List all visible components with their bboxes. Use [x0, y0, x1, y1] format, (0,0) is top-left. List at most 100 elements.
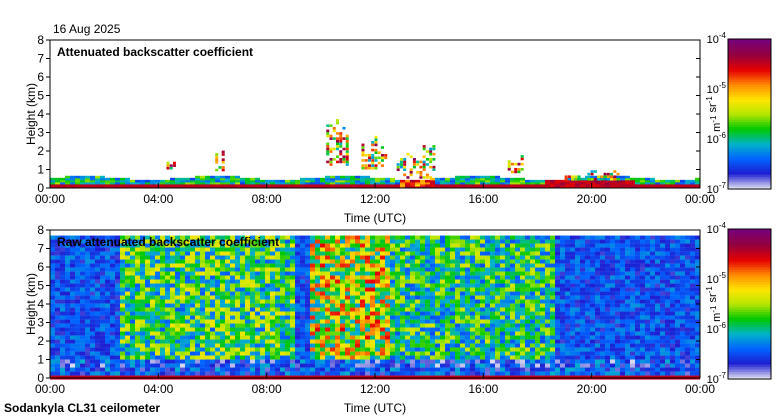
heatmap-cell	[140, 311, 145, 316]
heatmap-cell	[110, 287, 115, 292]
heatmap-cell	[160, 355, 165, 360]
heatmap-cell	[220, 263, 225, 268]
heatmap-cell	[350, 319, 355, 324]
heatmap-cell	[422, 168, 426, 171]
heatmap-cell	[255, 259, 260, 264]
heatmap-cell	[650, 179, 655, 183]
heatmap-cell	[325, 331, 330, 336]
heatmap-cell	[295, 247, 300, 252]
heatmap-cell	[395, 299, 400, 304]
heatmap-cell	[315, 347, 320, 352]
heatmap-cell	[190, 327, 195, 332]
colorbar-swatch	[728, 49, 771, 53]
heatmap-cell	[265, 371, 270, 376]
heatmap-cell	[455, 331, 460, 336]
heatmap-cell	[435, 343, 440, 348]
heatmap-cell	[125, 243, 130, 248]
heatmap-cell	[475, 283, 480, 288]
heatmap-cell	[380, 259, 385, 264]
heatmap-cell	[380, 319, 385, 324]
heatmap-cell	[210, 183, 215, 187]
heatmap-cell	[95, 177, 100, 181]
heatmap-cell	[80, 339, 85, 344]
heatmap-cell	[170, 179, 175, 183]
heatmap-cell	[340, 347, 345, 352]
heatmap-cell	[60, 371, 65, 376]
heatmap-cell	[520, 355, 525, 360]
heatmap-cell	[105, 331, 110, 336]
heatmap-cell	[230, 283, 235, 288]
heatmap-cell	[140, 307, 145, 312]
heatmap-cell	[325, 177, 330, 181]
heatmap-cell	[115, 235, 120, 240]
heatmap-cell	[160, 363, 165, 368]
heatmap-cell	[445, 343, 450, 348]
heatmap-cell	[361, 151, 365, 154]
heatmap-cell	[595, 319, 600, 324]
heatmap-cell	[355, 185, 360, 189]
heatmap-cell	[335, 315, 340, 320]
heatmap-cell	[215, 303, 220, 308]
heatmap-cell	[115, 287, 120, 292]
heatmap-cell	[570, 183, 575, 187]
heatmap-cell	[330, 307, 335, 312]
heatmap-cell	[440, 363, 445, 368]
heatmap-cell	[170, 295, 175, 300]
heatmap-cell	[180, 355, 185, 360]
heatmap-cell	[190, 303, 195, 308]
heatmap-cell	[185, 355, 190, 360]
heatmap-cell	[75, 307, 80, 312]
heatmap-cell	[340, 263, 345, 268]
heatmap-cell	[430, 331, 435, 336]
heatmap-cell	[545, 307, 550, 312]
heatmap-cell	[565, 183, 570, 187]
heatmap-cell	[250, 319, 255, 324]
heatmap-cell	[185, 315, 190, 320]
heatmap-cell	[329, 134, 333, 138]
heatmap-cell	[465, 323, 470, 328]
heatmap-cell	[90, 315, 95, 320]
heatmap-cell	[450, 177, 455, 181]
heatmap-cell	[310, 343, 315, 348]
heatmap-cell	[410, 367, 415, 372]
heatmap-cell	[350, 287, 355, 292]
heatmap-cell	[555, 185, 560, 189]
heatmap-cell	[315, 243, 320, 248]
heatmap-cell	[310, 263, 315, 268]
heatmap-cell	[470, 235, 475, 240]
heatmap-cell	[210, 371, 215, 376]
heatmap-cell	[50, 343, 55, 348]
heatmap-cell	[340, 327, 345, 332]
heatmap-cell	[364, 164, 368, 167]
heatmap-cell	[280, 291, 285, 296]
heatmap-cell	[285, 355, 290, 360]
heatmap-cell	[200, 243, 205, 248]
heatmap-cell	[90, 351, 95, 356]
heatmap-cell	[205, 347, 210, 352]
heatmap-cell	[85, 259, 90, 264]
heatmap-cell	[65, 363, 70, 368]
heatmap-cell	[175, 255, 180, 260]
heatmap-cell	[105, 185, 110, 189]
heatmap-cell	[365, 247, 370, 252]
heatmap-cell	[430, 303, 435, 308]
heatmap-cell	[640, 183, 645, 187]
heatmap-cell	[545, 343, 550, 348]
heatmap-cell	[374, 141, 378, 144]
heatmap-cell	[520, 279, 525, 284]
heatmap-cell	[570, 179, 575, 183]
heatmap-cell	[560, 355, 565, 360]
heatmap-cell	[395, 367, 400, 372]
heatmap-cell	[585, 319, 590, 324]
heatmap-cell	[585, 323, 590, 328]
heatmap-cell	[125, 327, 130, 332]
heatmap-cell	[385, 335, 390, 340]
heatmap-cell	[160, 259, 165, 264]
heatmap-cell	[175, 359, 180, 364]
heatmap-cell	[215, 160, 219, 164]
heatmap-cell	[420, 239, 425, 244]
heatmap-cell	[175, 319, 180, 324]
heatmap-cell	[255, 323, 260, 328]
heatmap-cell	[585, 339, 590, 344]
heatmap-cell	[215, 339, 220, 344]
